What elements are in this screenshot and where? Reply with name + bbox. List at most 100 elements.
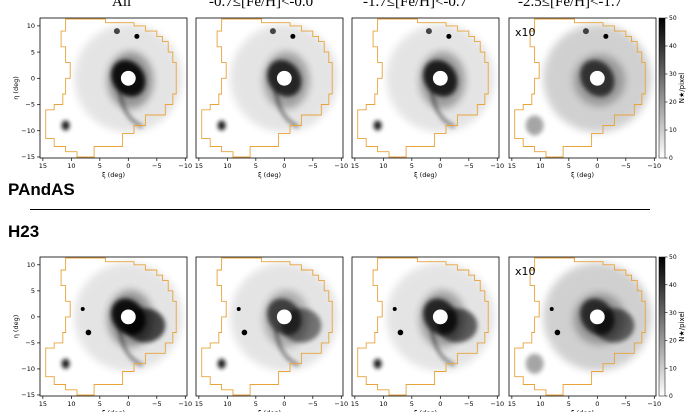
colorbar-label: N★/pixel bbox=[678, 73, 686, 103]
masked-core bbox=[589, 70, 605, 86]
x-tick-label: 5 bbox=[567, 400, 571, 408]
col-title-metal-poor: -2.5≤[Fe/H]<-1.7 bbox=[518, 0, 623, 10]
x-tick-label: 0 bbox=[282, 162, 286, 170]
x-tick-label: 0 bbox=[595, 400, 599, 408]
x-axis-label: ξ (deg) bbox=[102, 409, 125, 412]
x-tick-label: 0 bbox=[126, 162, 130, 170]
m33-blob bbox=[373, 120, 382, 131]
panel-frame bbox=[195, 256, 344, 397]
x-tick-label: 10 bbox=[67, 400, 75, 408]
panel-0-3: 15 10 5 0 −5 −10 ξ (deg) x10 bbox=[508, 17, 661, 179]
x-axis-label: ξ (deg) bbox=[102, 171, 125, 179]
masked-core bbox=[432, 70, 448, 86]
x-tick-label: 15 bbox=[508, 162, 516, 170]
x-axis-label: ξ (deg) bbox=[258, 409, 281, 412]
survey-footprint bbox=[45, 257, 177, 396]
y-tick-label: 0 bbox=[31, 74, 35, 82]
colorbar-tick-label: 50 bbox=[669, 15, 677, 22]
x-tick-label: −10 bbox=[334, 162, 348, 170]
colorbar-tick-label: 30 bbox=[669, 71, 677, 78]
panel-frame bbox=[351, 17, 500, 159]
x-tick-label: 5 bbox=[254, 162, 258, 170]
panel-frame bbox=[351, 256, 500, 397]
colorbar-tick-label: 10 bbox=[669, 127, 677, 134]
satellite-dot bbox=[290, 33, 296, 39]
scale-note: x10 bbox=[515, 26, 536, 39]
satellite-dot bbox=[85, 329, 92, 336]
x-tick-label: 10 bbox=[67, 162, 75, 170]
x-tick-label: 15 bbox=[195, 400, 203, 408]
m33-blob bbox=[217, 358, 226, 369]
panel-1-2: 15 10 5 0 −5 −10 ξ (deg) bbox=[351, 256, 504, 412]
x-tick-label: −5 bbox=[464, 162, 474, 170]
panel-frame bbox=[39, 17, 188, 159]
colorbar-tick-label: 20 bbox=[669, 338, 677, 345]
panel-frame bbox=[39, 256, 188, 397]
survey-footprint bbox=[514, 18, 646, 158]
x-tick-label: 0 bbox=[595, 162, 599, 170]
y-tick-label: 10 bbox=[27, 22, 35, 30]
panel-frame bbox=[195, 17, 344, 159]
satellite-dot bbox=[549, 307, 554, 312]
x-tick-label: 10 bbox=[223, 162, 231, 170]
x-tick-label: 10 bbox=[536, 400, 544, 408]
x-tick-label: −10 bbox=[178, 400, 192, 408]
x-tick-label: −10 bbox=[178, 162, 192, 170]
satellite-dot bbox=[269, 28, 276, 35]
panel-1-1: 15 10 5 0 −5 −10 ξ (deg) bbox=[195, 256, 348, 412]
x-tick-label: 15 bbox=[195, 162, 203, 170]
col-title-all: All bbox=[112, 0, 132, 10]
masked-core bbox=[120, 309, 136, 325]
col-title-intermediate: -1.7≤[Fe/H]<-0.7 bbox=[363, 0, 468, 10]
colorbar-tick-label: 40 bbox=[669, 43, 677, 50]
x-tick-label: −10 bbox=[647, 162, 661, 170]
y-axis-label: η (deg) bbox=[12, 76, 20, 100]
section-divider bbox=[30, 209, 650, 210]
x-tick-label: 5 bbox=[254, 400, 258, 408]
survey-footprint bbox=[357, 18, 489, 158]
x-tick-label: −5 bbox=[464, 400, 474, 408]
x-axis-label: ξ (deg) bbox=[414, 409, 437, 412]
x-tick-label: 15 bbox=[351, 400, 359, 408]
masked-core bbox=[589, 309, 605, 325]
panel-frame bbox=[508, 256, 657, 397]
y-tick-label: 5 bbox=[31, 48, 35, 56]
panel-0-1: 15 10 5 0 −5 −10 ξ (deg) bbox=[195, 17, 348, 179]
masked-core bbox=[276, 70, 292, 86]
colorbar-label: N★/pixel bbox=[678, 311, 686, 341]
x-tick-label: −5 bbox=[621, 400, 631, 408]
colorbar-tick-label: 30 bbox=[669, 310, 677, 317]
colorbar-1: 50 40 30 20 10 0 N★/pixel bbox=[658, 254, 686, 400]
y-tick-label: −15 bbox=[21, 391, 35, 399]
m33-blob bbox=[61, 358, 70, 369]
satellite-dot bbox=[113, 28, 120, 35]
m33-blob bbox=[525, 353, 544, 374]
x-tick-label: −5 bbox=[308, 400, 318, 408]
x-tick-label: 5 bbox=[567, 162, 571, 170]
y-tick-label: −5 bbox=[25, 101, 35, 109]
panel-0-2: 15 10 5 0 −5 −10 ξ (deg) bbox=[351, 17, 504, 179]
satellite-dot bbox=[241, 329, 248, 336]
survey-footprint bbox=[514, 257, 646, 396]
x-tick-label: 0 bbox=[438, 162, 442, 170]
satellite-dot bbox=[554, 329, 561, 336]
m33-blob bbox=[373, 358, 382, 369]
x-tick-label: 15 bbox=[508, 400, 516, 408]
m33-blob bbox=[217, 120, 226, 131]
satellite-dot bbox=[582, 28, 589, 35]
colorbar-ramp bbox=[658, 17, 666, 159]
satellite-dot bbox=[80, 307, 85, 312]
x-tick-label: 0 bbox=[282, 400, 286, 408]
x-tick-label: 10 bbox=[223, 400, 231, 408]
colorbar-0: 50 40 30 20 10 0 N★/pixel bbox=[658, 15, 686, 162]
masked-core bbox=[432, 309, 448, 325]
y-tick-label: −10 bbox=[21, 365, 35, 373]
satellite-dot bbox=[134, 33, 140, 39]
x-tick-label: −5 bbox=[152, 162, 162, 170]
masked-core bbox=[120, 70, 136, 86]
colorbar-tick-label: 40 bbox=[669, 282, 677, 289]
x-tick-label: −10 bbox=[647, 400, 661, 408]
colorbar-tick-label: 20 bbox=[669, 99, 677, 106]
m33-blob bbox=[61, 120, 70, 131]
